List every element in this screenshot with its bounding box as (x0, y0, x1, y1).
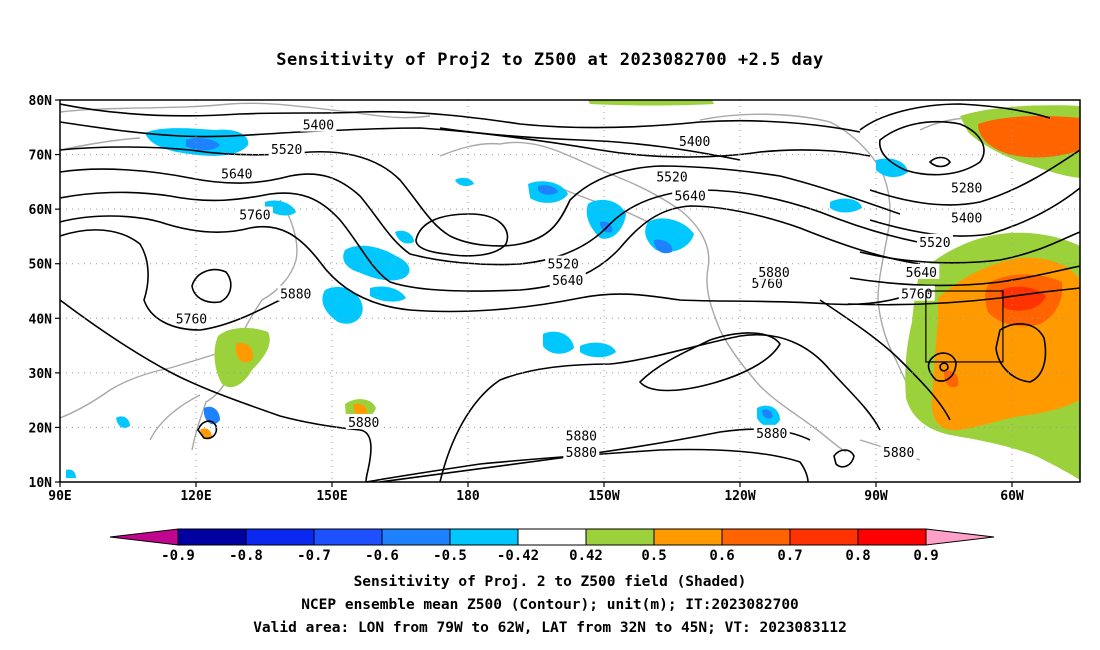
colorbar-label: 0.7 (777, 548, 802, 564)
lon-tick-label: 180 (456, 489, 480, 500)
contour-label: 5880 (277, 285, 314, 303)
svg-text:5520: 5520 (271, 143, 302, 158)
lat-tick-label: 80N (29, 94, 53, 109)
colorbar-high-triangle (925, 528, 995, 546)
colorbar-label: 0.6 (709, 548, 734, 564)
caption-shading: Sensitivity of Proj. 2 to Z500 field (Sh… (353, 574, 747, 590)
colorbar-bin (245, 528, 315, 546)
contour-label: 5520 (916, 233, 953, 251)
contour-label: 5520 (268, 141, 305, 158)
svg-text:5880: 5880 (566, 430, 597, 445)
colorbar-label: 0.9 (913, 548, 938, 564)
contour-label: 5280 (948, 179, 985, 196)
lon-tick-label: 120W (724, 489, 755, 500)
longitude-axis: 90E 120E 150E 180 150W 120W 90W 60W (48, 482, 1024, 500)
svg-text:5640: 5640 (221, 168, 252, 183)
colorbar-low-triangle (109, 528, 179, 546)
svg-text:5640: 5640 (906, 266, 937, 281)
colorbar-label: -0.9 (161, 548, 195, 564)
contour-label: 5400 (300, 116, 337, 134)
valid-area-box (925, 290, 1004, 363)
lon-tick-label: 120E (180, 489, 211, 500)
contour-label: 5880 (563, 443, 600, 461)
colorbar-label: 0.8 (845, 548, 870, 564)
latitude-axis: 80N 70N 60N 50N 40N 30N 20N 10N (29, 94, 60, 491)
lon-tick-label: 150W (588, 489, 619, 500)
contour-label: 5760 (173, 310, 210, 327)
svg-text:5880: 5880 (280, 288, 311, 303)
caption-contour: NCEP ensemble mean Z500 (Contour); unit(… (301, 597, 799, 613)
svg-text:5760: 5760 (239, 209, 270, 224)
svg-text:5880: 5880 (758, 266, 789, 281)
svg-text:5280: 5280 (951, 181, 982, 196)
colorbar-bin (517, 528, 587, 546)
svg-text:5520: 5520 (919, 236, 950, 251)
colorbar-label: -0.42 (497, 548, 539, 564)
contour-label: 5520 (545, 255, 582, 273)
colorbar-bin (177, 528, 247, 546)
lat-tick-label: 70N (29, 149, 53, 164)
svg-text:5640: 5640 (674, 190, 705, 205)
lat-tick-label: 20N (29, 421, 53, 436)
colorbar: -0.9 -0.8 -0.7 -0.6 -0.5 -0.42 0.42 0.5 0.6 0.7 0.… (109, 528, 995, 564)
contour-label: 5880 (880, 443, 917, 461)
contour-label: 5880 (753, 424, 790, 442)
colorbar-bin (721, 528, 791, 546)
svg-text:5760: 5760 (176, 312, 207, 327)
svg-text:5880: 5880 (756, 427, 787, 442)
chart-title: Sensitivity of Proj2 to Z500 at 20230827… (276, 50, 824, 70)
contour-label: 5640 (672, 187, 709, 205)
lon-tick-label: 150E (316, 489, 347, 500)
caption-valid-area: Valid area: LON from 79W to 62W, LAT fro… (253, 620, 847, 636)
contour-label: 5640 (549, 272, 586, 289)
contour-label: 5400 (676, 132, 713, 150)
lon-tick-label: 90W (864, 489, 888, 500)
colorbar-label: -0.8 (229, 548, 263, 564)
colorbar-bin (313, 528, 383, 546)
svg-text:5400: 5400 (679, 135, 710, 150)
colorbar-bin (857, 528, 927, 546)
colorbar-label: 0.5 (641, 548, 666, 564)
contour-label: 5520 (654, 168, 690, 185)
lat-tick-label: 60N (29, 203, 53, 218)
colorbar-bin (653, 528, 723, 546)
lat-tick-label: 50N (29, 258, 53, 273)
svg-text:5760: 5760 (901, 288, 932, 303)
svg-text:5880: 5880 (883, 446, 914, 461)
contour-label: 5400 (948, 209, 985, 226)
lat-tick-label: 30N (29, 367, 53, 382)
colorbar-bin (585, 528, 655, 546)
svg-text:5640: 5640 (552, 274, 583, 289)
svg-text:5760: 5760 (752, 277, 783, 292)
svg-text:5880: 5880 (566, 446, 597, 461)
contour-label: 5880 (345, 413, 382, 431)
contour-label: 5760 (236, 206, 273, 224)
svg-text:5520: 5520 (656, 170, 687, 185)
lat-tick-label: 40N (29, 312, 53, 327)
colorbar-label: 0.42 (569, 548, 603, 564)
colorbar-bin (449, 528, 519, 546)
lat-tick-label: 10N (29, 476, 53, 491)
colorbar-bin (381, 528, 451, 546)
contour-label: 5640 (218, 165, 255, 183)
contour-label: 5880 (756, 263, 792, 281)
svg-text:5520: 5520 (548, 258, 579, 273)
colorbar-bin (789, 528, 859, 546)
colorbar-label: -0.6 (365, 548, 399, 564)
colorbar-label: -0.5 (433, 548, 467, 564)
svg-text:5400: 5400 (951, 211, 982, 226)
contour-label: 5640 (903, 263, 940, 281)
contour-label: 5880 (563, 427, 600, 445)
map-frame (59, 99, 1081, 483)
lon-tick-label: 90E (48, 489, 71, 500)
colorbar-label: -0.7 (297, 548, 331, 564)
lon-tick-label: 60W (1000, 489, 1024, 500)
svg-text:5400: 5400 (303, 119, 334, 134)
svg-text:5880: 5880 (348, 416, 379, 431)
